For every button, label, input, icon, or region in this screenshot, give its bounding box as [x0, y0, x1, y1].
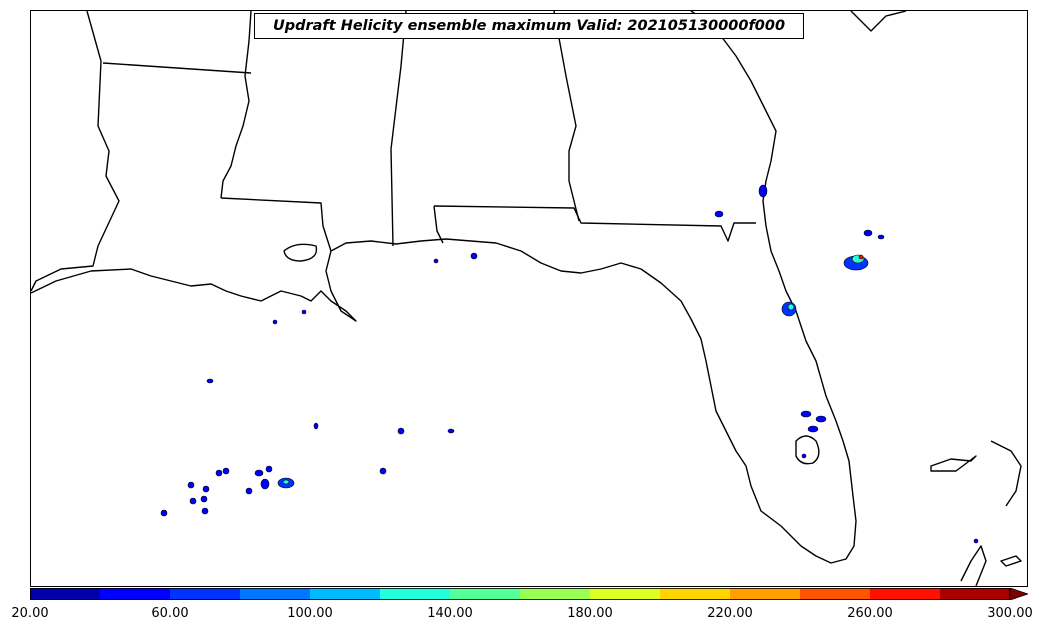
helicity-cell — [379, 467, 387, 475]
colorbar-extend-arrow — [1009, 588, 1028, 600]
helicity-cell — [301, 309, 307, 315]
colorbar-segment — [870, 588, 941, 600]
helicity-cell — [189, 497, 197, 505]
helicity-cell — [260, 478, 270, 490]
helicity-cell — [187, 481, 195, 489]
helicity-cell — [200, 495, 208, 503]
lake-pontchartrain — [283, 243, 318, 262]
helicity-cell — [206, 378, 214, 384]
helicity-cell — [313, 422, 319, 430]
helicity-cell — [215, 469, 223, 477]
helicity-cell — [272, 319, 278, 325]
alabama-georgia-border — [553, 11, 580, 222]
bahamas-island-3 — [1000, 555, 1022, 567]
colorbar-segment — [660, 588, 731, 600]
colorbar-segment — [520, 588, 591, 600]
lake-okeechobee — [795, 435, 820, 465]
cuba-coast — [960, 545, 987, 586]
helicity-cell — [447, 428, 455, 434]
helicity-cell — [800, 410, 812, 418]
helicity-cell — [202, 485, 210, 493]
colorbar-tick-label: 300.00 — [987, 606, 1033, 621]
colorbar-segment — [170, 588, 241, 600]
bahamas-island — [990, 440, 1022, 507]
bahamas-island-2 — [930, 455, 977, 472]
mississippi-alabama-border — [390, 11, 407, 247]
helicity-cell — [863, 229, 873, 237]
colorbar-segment — [240, 588, 311, 600]
helicity-cell — [222, 467, 230, 475]
arkansas-louisiana-border — [102, 62, 252, 74]
map-frame — [30, 10, 1028, 587]
helicity-cell — [758, 184, 768, 198]
helicity-cell — [973, 538, 979, 544]
gulf-coast-panhandle — [330, 11, 857, 564]
colorbar-segment — [450, 588, 521, 600]
colorbar-segment — [590, 588, 661, 600]
helicity-cells — [160, 184, 979, 544]
helicity-cell — [787, 303, 795, 311]
helicity-cell — [433, 258, 439, 264]
helicity-cell — [254, 469, 264, 477]
helicity-cell — [397, 427, 405, 435]
map-title: Updraft Helicity ensemble maximum Valid:… — [254, 13, 804, 39]
colorbar-segment — [380, 588, 451, 600]
louisiana-coast — [31, 250, 357, 322]
helicity-cell — [265, 465, 273, 473]
louisiana-west-border — [31, 11, 120, 292]
colorbar-segment — [310, 588, 381, 600]
colorbar-border — [30, 588, 1010, 600]
helicity-cell — [470, 252, 478, 260]
colorbar-segment — [730, 588, 801, 600]
louisiana-mississippi-border — [220, 197, 332, 252]
helicity-cell — [858, 254, 864, 260]
mississippi-river-border — [220, 11, 252, 199]
alabama-florida-border — [433, 205, 756, 242]
helicity-cell — [245, 487, 253, 495]
helicity-cell — [807, 425, 819, 433]
colorbar-tick-label: 220.00 — [707, 606, 753, 621]
atlantic-coast — [850, 11, 907, 32]
colorbar-segment — [30, 588, 101, 600]
helicity-cell — [714, 210, 724, 218]
colorbar-segment — [800, 588, 871, 600]
colorbar-segment — [100, 588, 171, 600]
colorbar-tick-label: 180.00 — [567, 606, 613, 621]
colorbar-tick-label: 140.00 — [427, 606, 473, 621]
helicity-cell — [877, 234, 885, 240]
map-canvas — [31, 11, 1022, 586]
helicity-cell — [201, 507, 209, 515]
colorbar-segment — [940, 588, 1011, 600]
alabama-panhandle-border — [433, 205, 444, 244]
helicity-cell — [282, 479, 290, 485]
helicity-cell — [160, 509, 168, 517]
colorbar-tick-label: 20.00 — [11, 606, 49, 621]
colorbar-tick-label: 260.00 — [847, 606, 893, 621]
colorbar-tick-label: 60.00 — [151, 606, 189, 621]
colorbar-tick-label: 100.00 — [287, 606, 333, 621]
helicity-cell — [801, 453, 807, 459]
colorbar — [30, 588, 1028, 600]
helicity-cell — [815, 415, 827, 423]
